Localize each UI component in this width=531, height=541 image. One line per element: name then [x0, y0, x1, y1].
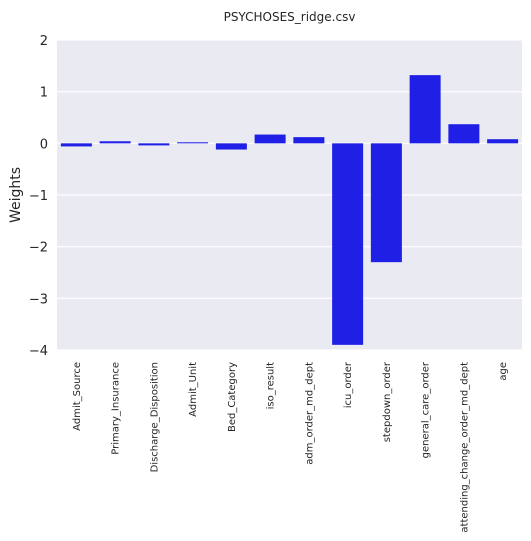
- y-tick-label: −3: [29, 292, 48, 307]
- bar-age: [487, 139, 519, 144]
- bar-Discharge_Disposition: [138, 143, 170, 146]
- y-tick-label: −1: [29, 189, 48, 204]
- bars: [60, 75, 519, 345]
- y-axis-label: Weights: [8, 167, 24, 223]
- y-tick-label: −4: [29, 344, 48, 359]
- x-axis-ticks: Admit_Source Primary_Insurance Discharge_D…: [72, 361, 509, 532]
- x-tick-label: Bed_Category: [227, 362, 238, 432]
- bar-iso_result: [254, 134, 286, 144]
- x-tick-label: Admit_Source: [72, 362, 83, 431]
- bar-Admit_Unit: [177, 142, 209, 144]
- y-axis-ticks: 2 1 0 −1 −2 −3 −4: [29, 34, 48, 359]
- x-tick-label: adm_order_md_dept: [304, 362, 315, 465]
- x-tick-label: icu_order: [343, 361, 354, 408]
- x-tick-label: general_care_order: [421, 361, 432, 458]
- x-tick-label: attending_change_order_md_dept: [459, 362, 470, 533]
- bar-Admit_Source: [60, 143, 92, 147]
- y-tick-label: 1: [40, 86, 48, 101]
- x-tick-label: stepdown_order: [382, 361, 393, 442]
- gridlines: [57, 39, 522, 351]
- bar-adm_order_md_dept: [293, 137, 325, 144]
- bar-stepdown_order: [370, 143, 402, 263]
- y-tick-label: 2: [40, 34, 48, 49]
- bar-Primary_Insurance: [99, 141, 131, 144]
- y-tick-label: 0: [40, 137, 48, 152]
- x-tick-label: Admit_Unit: [188, 362, 199, 417]
- x-tick-label: Discharge_Disposition: [149, 362, 160, 472]
- bar-attending_change_order_md_dept: [448, 124, 480, 144]
- bar-icu_order: [332, 143, 364, 345]
- chart-title: PSYCHOSES_ridge.csv: [224, 10, 356, 24]
- bar-Bed_Category: [215, 143, 247, 150]
- bar-general_care_order: [409, 75, 441, 144]
- x-tick-label: Primary_Insurance: [111, 362, 122, 455]
- x-tick-label: age: [498, 362, 509, 381]
- x-tick-label: iso_result: [266, 362, 277, 409]
- y-tick-label: −2: [29, 241, 48, 256]
